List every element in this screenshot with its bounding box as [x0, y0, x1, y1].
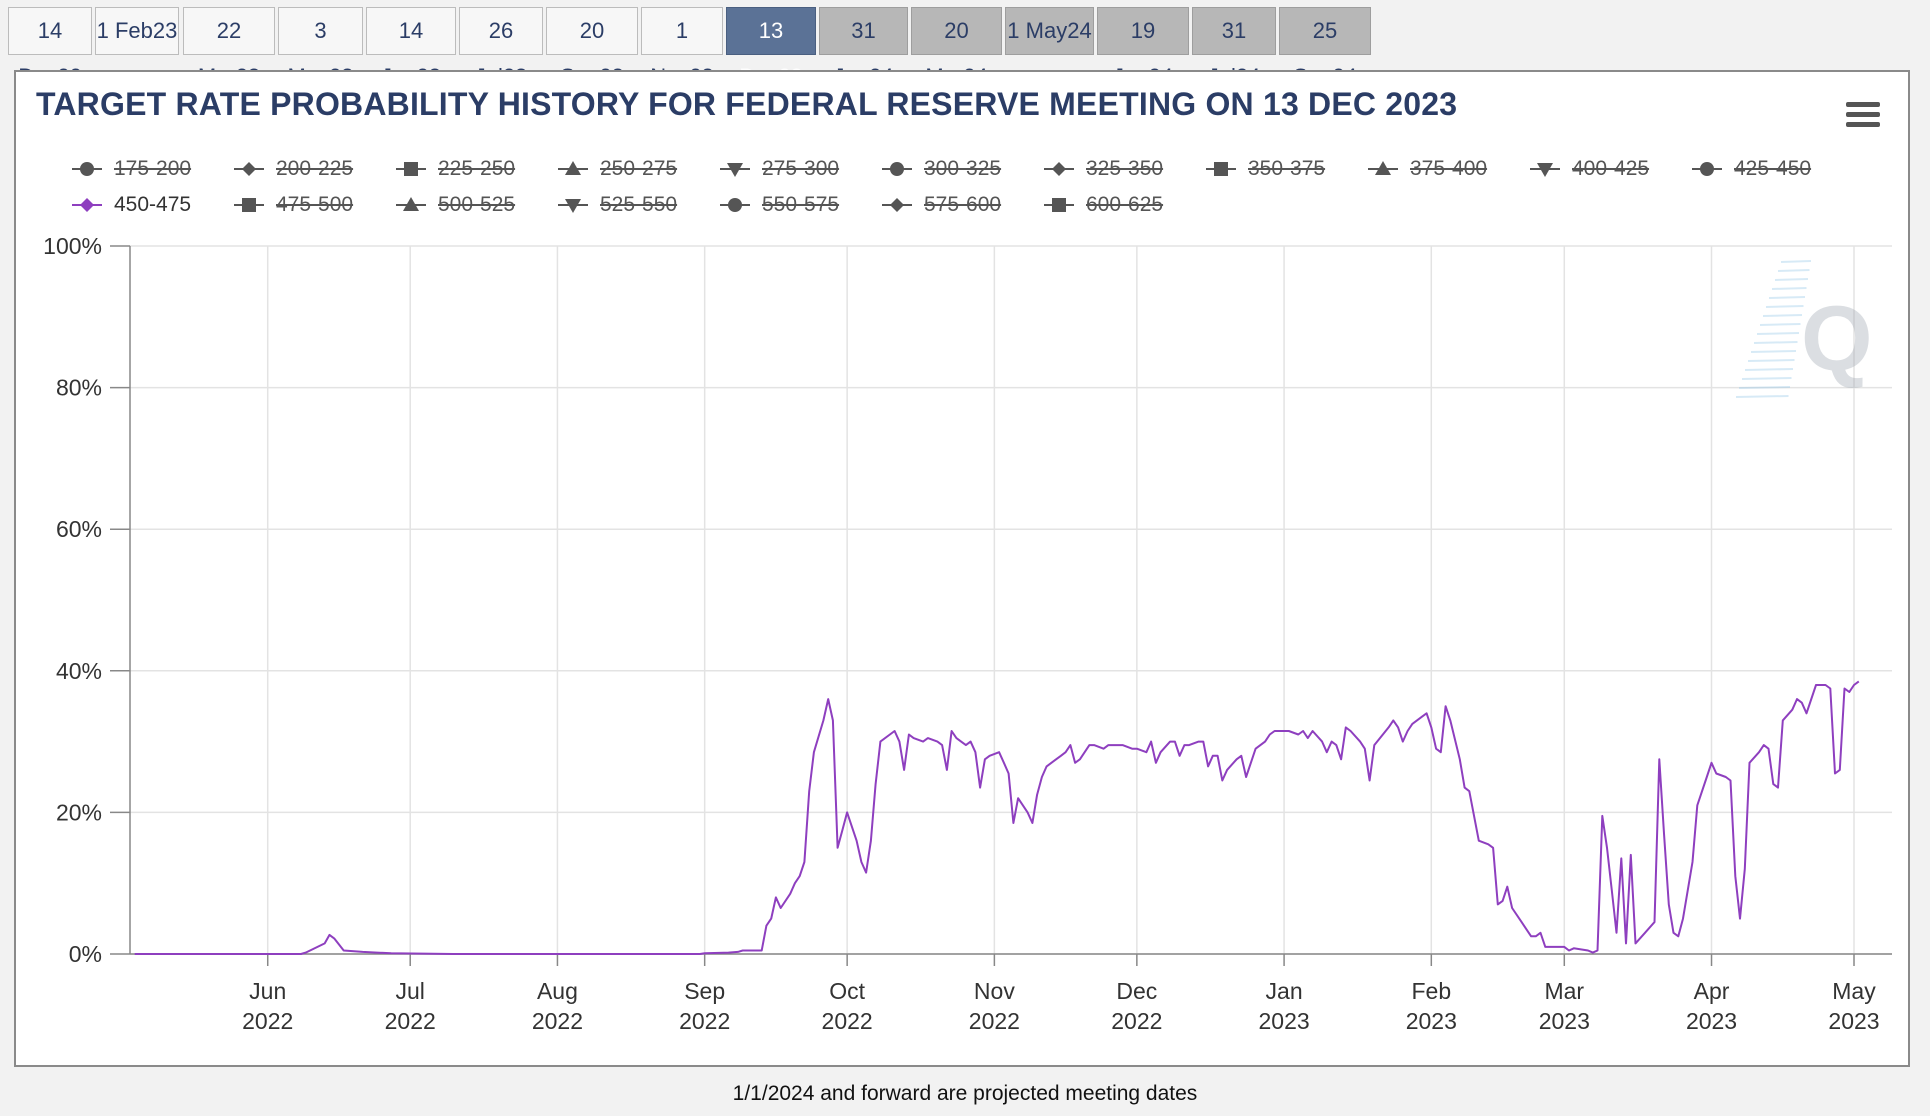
x-tick-label-year: 2022 — [822, 1008, 873, 1034]
legend-label: 200-225 — [276, 157, 354, 180]
tab-1-nov23[interactable]: 1 Nov23 — [641, 7, 723, 89]
quandl-watermark-logo: Q — [1735, 260, 1873, 398]
legend-label: 600-625 — [1086, 193, 1164, 216]
tab-1-may24[interactable]: 1 May24 — [1005, 7, 1094, 55]
x-tick-label-year: 2022 — [242, 1008, 293, 1034]
triangle-marker-icon — [1368, 157, 1400, 186]
x-tick-label-year: 2023 — [1406, 1008, 1457, 1034]
series-line-450-475 — [134, 680, 1860, 955]
x-tick-label-month: Sep — [684, 978, 725, 1004]
x-tick-label-month: Feb — [1411, 978, 1451, 1004]
x-tick-label-month: Jul — [396, 978, 425, 1004]
legend-label: 500-525 — [438, 193, 516, 216]
legend-label: 300-325 — [924, 157, 1002, 180]
x-tick-label-month: Dec — [1116, 978, 1157, 1004]
circle-marker-icon — [72, 157, 104, 186]
x-tick-label-month: Oct — [829, 978, 865, 1004]
legend-label: 225-250 — [438, 157, 516, 180]
chart-title: TARGET RATE PROBABILITY HISTORY FOR FEDE… — [36, 86, 1458, 122]
tab-20-sep23[interactable]: 20 Sep23 — [546, 7, 638, 89]
legend-label: 475-500 — [276, 193, 354, 216]
legend-label: 400-425 — [1572, 157, 1650, 180]
y-tick-label: 0% — [69, 941, 102, 967]
svg-text:Q: Q — [1801, 288, 1873, 390]
tab-14-jun23[interactable]: 14 Jun23 — [366, 7, 456, 89]
legend-label: 275-300 — [762, 157, 840, 180]
x-tick-label-year: 2022 — [969, 1008, 1020, 1034]
triangle-marker-icon — [558, 157, 590, 186]
tab-3-may23[interactable]: 3 May23 — [278, 7, 363, 89]
x-tick-label-year: 2023 — [1259, 1008, 1310, 1034]
tab-31-jan24[interactable]: 31 Jan24 — [819, 7, 908, 89]
square-marker-icon — [1206, 157, 1238, 186]
diamond-marker-icon — [1044, 157, 1076, 186]
square-marker-icon — [396, 157, 428, 186]
x-tick-label-month: Apr — [1694, 978, 1730, 1004]
tab-26-jul23[interactable]: 26 Jul23 — [459, 7, 543, 89]
square-marker-icon — [234, 193, 266, 222]
chart-panel: TARGET RATE PROBABILITY HISTORY FOR FEDE… — [14, 70, 1910, 1067]
x-tick-label-year: 2023 — [1686, 1008, 1737, 1034]
legend-label: 525-550 — [600, 193, 678, 216]
legend-label: 575-600 — [924, 193, 1002, 216]
x-tick-label-month: Jan — [1266, 978, 1303, 1004]
triangle-down-marker-icon — [558, 193, 590, 222]
x-tick-label-year: 2023 — [1539, 1008, 1590, 1034]
triangle-down-marker-icon — [1530, 157, 1562, 186]
footer-note: 1/1/2024 and forward are projected meeti… — [732, 1082, 1198, 1105]
x-tick-label-month: Mar — [1544, 978, 1584, 1004]
diamond-marker-icon — [72, 193, 104, 222]
tab-1-feb23[interactable]: 1 Feb23 — [95, 7, 179, 55]
x-tick-label-month: Aug — [537, 978, 578, 1004]
tab-19-jun24[interactable]: 19 Jun24 — [1097, 7, 1189, 89]
x-tick-label-year: 2023 — [1828, 1008, 1879, 1034]
legend-label: 450-475 — [114, 193, 192, 216]
legend-label: 350-375 — [1248, 157, 1326, 180]
circle-marker-icon — [1692, 157, 1724, 186]
chart-menu-icon[interactable] — [1846, 102, 1880, 132]
tab-13-dec23[interactable]: 13 Dec23 — [726, 7, 816, 89]
circle-marker-icon — [882, 157, 914, 186]
square-marker-icon — [1044, 193, 1076, 222]
x-tick-label-year: 2022 — [532, 1008, 583, 1034]
triangle-marker-icon — [396, 193, 428, 222]
x-tick-label-year: 2022 — [385, 1008, 436, 1034]
triangle-down-marker-icon — [720, 157, 752, 186]
tab-14-dec22[interactable]: 14 Dec22 — [8, 7, 92, 89]
tab-25-sep24[interactable]: 25 Sep24 — [1279, 7, 1371, 89]
legend-label: 175-200 — [114, 157, 192, 180]
x-tick-label-year: 2022 — [1111, 1008, 1162, 1034]
tab-31-jul24[interactable]: 31 Jul24 — [1192, 7, 1276, 89]
circle-marker-icon — [720, 193, 752, 222]
x-tick-label-month: May — [1832, 978, 1876, 1004]
x-tick-label-month: Nov — [974, 978, 1015, 1004]
legend-label: 550-575 — [762, 193, 840, 216]
legend-label: 375-400 — [1410, 157, 1488, 180]
diamond-marker-icon — [882, 193, 914, 222]
diamond-marker-icon — [234, 157, 266, 186]
y-tick-label: 40% — [56, 658, 102, 684]
y-tick-label: 100% — [43, 233, 102, 259]
plot-area: 0% 20% 40% 60% 80% 100% Jun 2022 Jul 2022 Aug 2022 S… — [43, 233, 1892, 1034]
y-tick-label: 20% — [56, 799, 102, 825]
tab-22-mar23[interactable]: 22 Mar23 — [183, 7, 275, 89]
y-tick-label: 80% — [56, 375, 102, 401]
x-tick-label-year: 2022 — [679, 1008, 730, 1034]
y-tick-label: 60% — [56, 516, 102, 542]
legend-label: 425-450 — [1734, 157, 1812, 180]
legend-label: 325-350 — [1086, 157, 1164, 180]
x-tick-label-month: Jun — [249, 978, 286, 1004]
legend-label: 250-275 — [600, 157, 678, 180]
tab-20-mar24[interactable]: 20 Mar24 — [911, 7, 1002, 89]
